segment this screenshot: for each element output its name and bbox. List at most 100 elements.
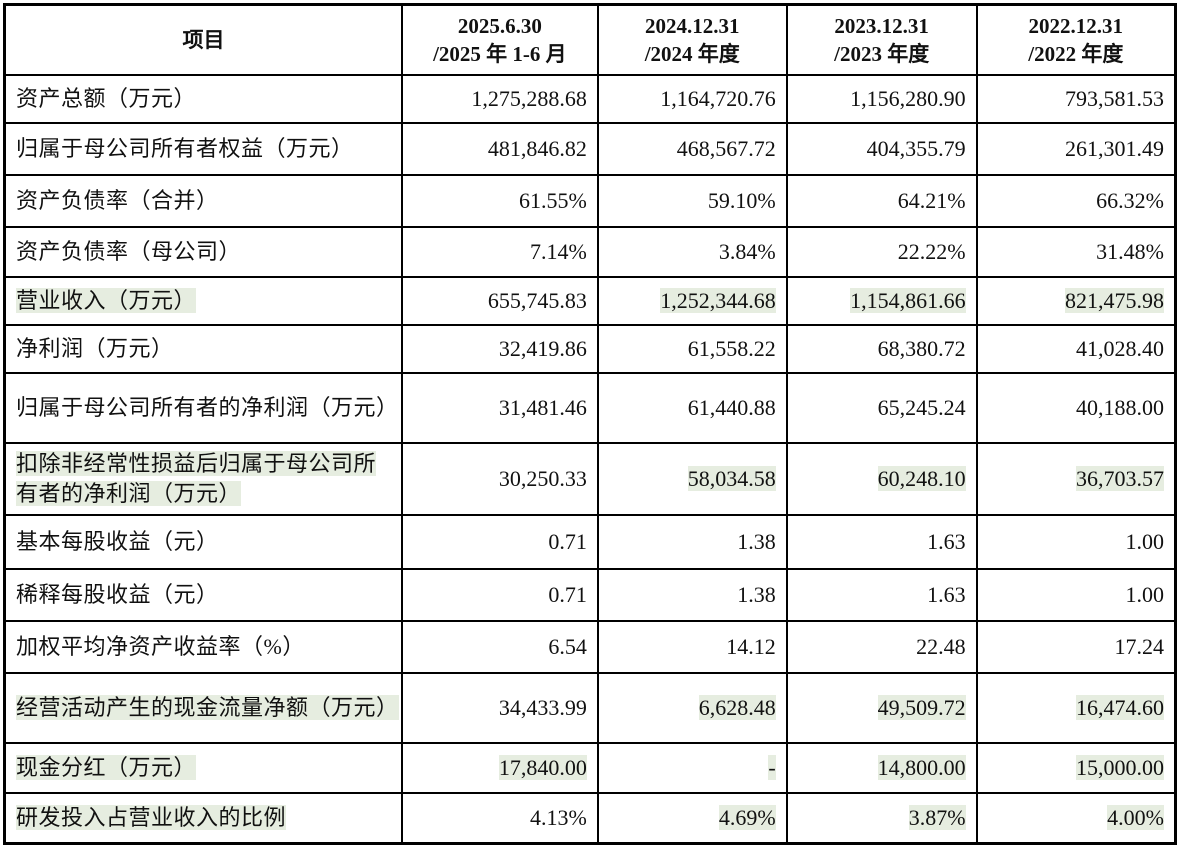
value: 4.69% — [718, 804, 776, 830]
row-label-cell: 营业收入（万元） — [3, 276, 403, 326]
value-cell: 4.69% — [596, 792, 788, 844]
row-label: 归属于母公司所有者的净利润（万元） — [16, 395, 399, 420]
value-cell: 17,840.00 — [400, 742, 599, 794]
row-label-cell: 稀释每股收益（元） — [3, 568, 403, 622]
value: 261,301.49 — [1065, 136, 1164, 161]
value: 1,156,280.90 — [850, 86, 966, 111]
value: 3.84% — [718, 239, 776, 264]
value-cell: 64.21% — [785, 174, 978, 228]
value: 40,188.00 — [1076, 395, 1164, 420]
value-cell: 3.84% — [596, 226, 788, 278]
value: 61,558.22 — [687, 336, 776, 361]
header-line: 2023.12.31 — [834, 14, 929, 38]
row-label-cell: 加权平均净资产收益率（%） — [3, 620, 403, 674]
value-cell: 61.55% — [400, 174, 599, 228]
value: 36,703.57 — [1076, 466, 1164, 491]
value-cell: 61,558.22 — [596, 324, 788, 374]
row-label: 基本每股收益（元） — [16, 529, 219, 554]
value-cell: 16,474.60 — [975, 672, 1177, 744]
value-cell: 17.24 — [975, 620, 1177, 674]
financial-summary-table: 项目 2025.6.30/2025 年 1-6 月 2024.12.31/2024 … — [3, 3, 1177, 845]
value-cell: 655,745.83 — [400, 276, 599, 326]
value-cell: 1,252,344.68 — [596, 276, 788, 326]
header-line: 2022.12.31 — [1028, 14, 1124, 38]
value-cell: 49,509.72 — [785, 672, 978, 744]
row-label-cell: 归属于母公司所有者权益（万元） — [3, 122, 403, 176]
value: 65,245.24 — [877, 395, 966, 420]
row-label-cell: 归属于母公司所有者的净利润（万元） — [3, 372, 403, 444]
value-cell: 4.13% — [400, 792, 599, 844]
row-label-cell: 资产负债率（合并） — [3, 174, 403, 228]
table-row: 加权平均净资产收益率（%） 6.54 14.12 22.48 17.24 — [3, 620, 1177, 674]
header-line: /2024 年度 — [644, 42, 740, 66]
value: 17.24 — [1114, 634, 1165, 659]
value-cell: 30,250.33 — [400, 442, 599, 516]
table-row: 研发投入占营业收入的比例 4.13% 4.69% 3.87% 4.00% — [3, 792, 1177, 844]
table-row: 经营活动产生的现金流量净额（万元） 34,433.99 6,628.48 49,509… — [3, 672, 1177, 744]
value-cell: 61,440.88 — [596, 372, 788, 444]
value: 31,481.46 — [498, 395, 587, 420]
value-cell: 0.71 — [400, 514, 599, 570]
table-row: 资产负债率（母公司） 7.14% 3.84% 22.22% 31.48% — [3, 226, 1177, 278]
value: 1,275,288.68 — [471, 86, 587, 111]
row-label: 稀释每股收益（元） — [16, 582, 219, 607]
value-cell: 1.38 — [596, 514, 788, 570]
table-row: 净利润（万元） 32,419.86 61,558.22 68,380.72 41,028… — [3, 324, 1177, 374]
value: 4.13% — [529, 804, 587, 830]
value: 6,628.48 — [698, 695, 776, 720]
value-cell: 1.63 — [785, 514, 978, 570]
value-cell: 60,248.10 — [785, 442, 978, 516]
table-row: 现金分红（万元） 17,840.00 - 14,800.00 15,000.00 — [3, 742, 1177, 794]
value: 1.00 — [1125, 582, 1165, 607]
table-row: 基本每股收益（元） 0.71 1.38 1.63 1.00 — [3, 514, 1177, 570]
value: 41,028.40 — [1076, 336, 1164, 361]
value: 481,846.82 — [487, 136, 587, 161]
header-row: 项目 2025.6.30/2025 年 1-6 月 2024.12.31/2024 … — [3, 3, 1177, 76]
value-cell: 7.14% — [400, 226, 599, 278]
column-header: 2025.6.30/2025 年 1-6 月 — [400, 3, 599, 76]
table-row: 营业收入（万元） 655,745.83 1,252,344.68 1,154,861.… — [3, 276, 1177, 326]
value-cell: 31,481.46 — [400, 372, 599, 444]
header-line: /2023 年度 — [834, 42, 930, 66]
value: 58,034.58 — [687, 466, 776, 491]
row-label: 归属于母公司所有者权益（万元） — [16, 136, 354, 161]
value-cell: 1,154,861.66 — [785, 276, 978, 326]
value-cell: 6.54 — [400, 620, 599, 674]
value: 32,419.86 — [498, 336, 587, 361]
value-cell: 65,245.24 — [785, 372, 978, 444]
column-header: 2022.12.31/2022 年度 — [975, 3, 1177, 76]
row-label-cell: 净利润（万元） — [3, 324, 403, 374]
value: 4.00% — [1107, 804, 1164, 830]
value: 60,248.10 — [877, 466, 966, 491]
value-cell: 59.10% — [596, 174, 788, 228]
value: 1.63 — [927, 582, 966, 607]
value-cell: 1.38 — [596, 568, 788, 622]
value: 3.87% — [908, 804, 966, 830]
value-cell: 4.00% — [975, 792, 1177, 844]
row-label: 营业收入（万元） — [16, 288, 197, 313]
value: 22.48 — [916, 634, 966, 659]
row-label: 经营活动产生的现金流量净额（万元） — [16, 695, 399, 720]
value: 68,380.72 — [877, 336, 966, 361]
value-cell: 32,419.86 — [400, 324, 599, 374]
table-row: 归属于母公司所有者权益（万元） 481,846.82 468,567.72 404,3… — [3, 122, 1177, 176]
value-cell: 1.00 — [975, 568, 1177, 622]
table-row: 归属于母公司所有者的净利润（万元） 31,481.46 61,440.88 65,24… — [3, 372, 1177, 444]
column-header: 项目 — [3, 3, 403, 76]
row-label: 现金分红（万元） — [16, 755, 197, 780]
value-cell: 821,475.98 — [975, 276, 1177, 326]
header-line: 2025.6.30 — [457, 14, 542, 38]
value-cell: 3.87% — [785, 792, 978, 844]
value-cell: 22.22% — [785, 226, 978, 278]
row-label: 资产负债率（母公司） — [16, 239, 242, 264]
value: 22.22% — [897, 239, 966, 264]
header-line: /2025 年 1-6 月 — [433, 42, 567, 66]
value-cell: 1.00 — [975, 514, 1177, 570]
header-line: 2024.12.31 — [645, 14, 740, 38]
row-label: 加权平均净资产收益率（%） — [16, 634, 305, 659]
value: 66.32% — [1096, 188, 1164, 213]
value: 468,567.72 — [676, 136, 776, 161]
value: 61,440.88 — [687, 395, 776, 420]
column-header: 2024.12.31/2024 年度 — [596, 3, 788, 76]
row-label-cell: 资产负债率（母公司） — [3, 226, 403, 278]
